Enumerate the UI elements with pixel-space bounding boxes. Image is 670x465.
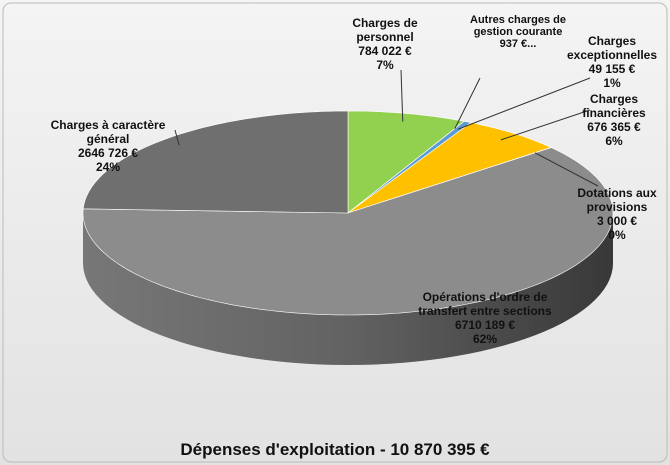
slice-label: Charges financières 676 365 €6% (564, 92, 664, 148)
slice-label: Charges exceptionnelles 49 155 €1% (562, 34, 662, 90)
slice-percent: 1% (603, 76, 621, 90)
slice-name: Opérations d'ordre de transfert entre se… (418, 290, 552, 318)
slice-percent: 0% (608, 228, 626, 242)
slice-label: Autres charges de gestion courante 937 €.… (468, 14, 568, 50)
slice-percent: 24% (95, 160, 121, 174)
slice-value: 784 022 € (358, 44, 412, 58)
slice-label: Opérations d'ordre de transfert entre se… (405, 290, 565, 346)
slice-value: 6710 189 € (454, 318, 516, 332)
slice-value: 937 €... (499, 38, 537, 50)
leader-line (400, 69, 404, 122)
slice-label: Dotations aux provisions 3 000 €0% (567, 186, 667, 242)
slice-value: 49 155 € (588, 62, 636, 76)
chart-title: Dépenses d'exploitation - 10 870 395 € (180, 440, 490, 459)
slice-percent: 6% (605, 134, 623, 148)
leader-line (457, 77, 591, 130)
slice-value: 2646 726 € (77, 146, 139, 160)
slice-percent: 62% (472, 332, 498, 346)
slice-name: Charges de personnel (352, 16, 418, 44)
slice-side-shade (83, 213, 613, 365)
slice (347, 122, 552, 214)
leader-line (454, 77, 481, 129)
slice-label: Charges de personnel 784 022 €7% (335, 16, 435, 72)
slice-name: Autres charges de gestion courante (470, 14, 566, 38)
slice-name: Charges financières (582, 92, 646, 120)
slice-value: 676 365 € (587, 120, 641, 134)
slice-name: Charges exceptionnelles (566, 34, 658, 62)
slice-name: Charges à caractère général (50, 118, 166, 146)
slice (347, 110, 465, 214)
slice-name: Dotations aux provisions (577, 186, 657, 214)
leader-line (500, 109, 591, 141)
slice (82, 147, 614, 316)
pie-sides (83, 213, 613, 365)
slice-value: 3 000 € (596, 214, 638, 228)
leader-line (174, 129, 180, 146)
slice-percent: 7% (376, 58, 394, 72)
slice-label: Charges à caractère général 2646 726 €24% (33, 118, 183, 174)
slice (82, 110, 349, 214)
leader-line (534, 152, 599, 187)
